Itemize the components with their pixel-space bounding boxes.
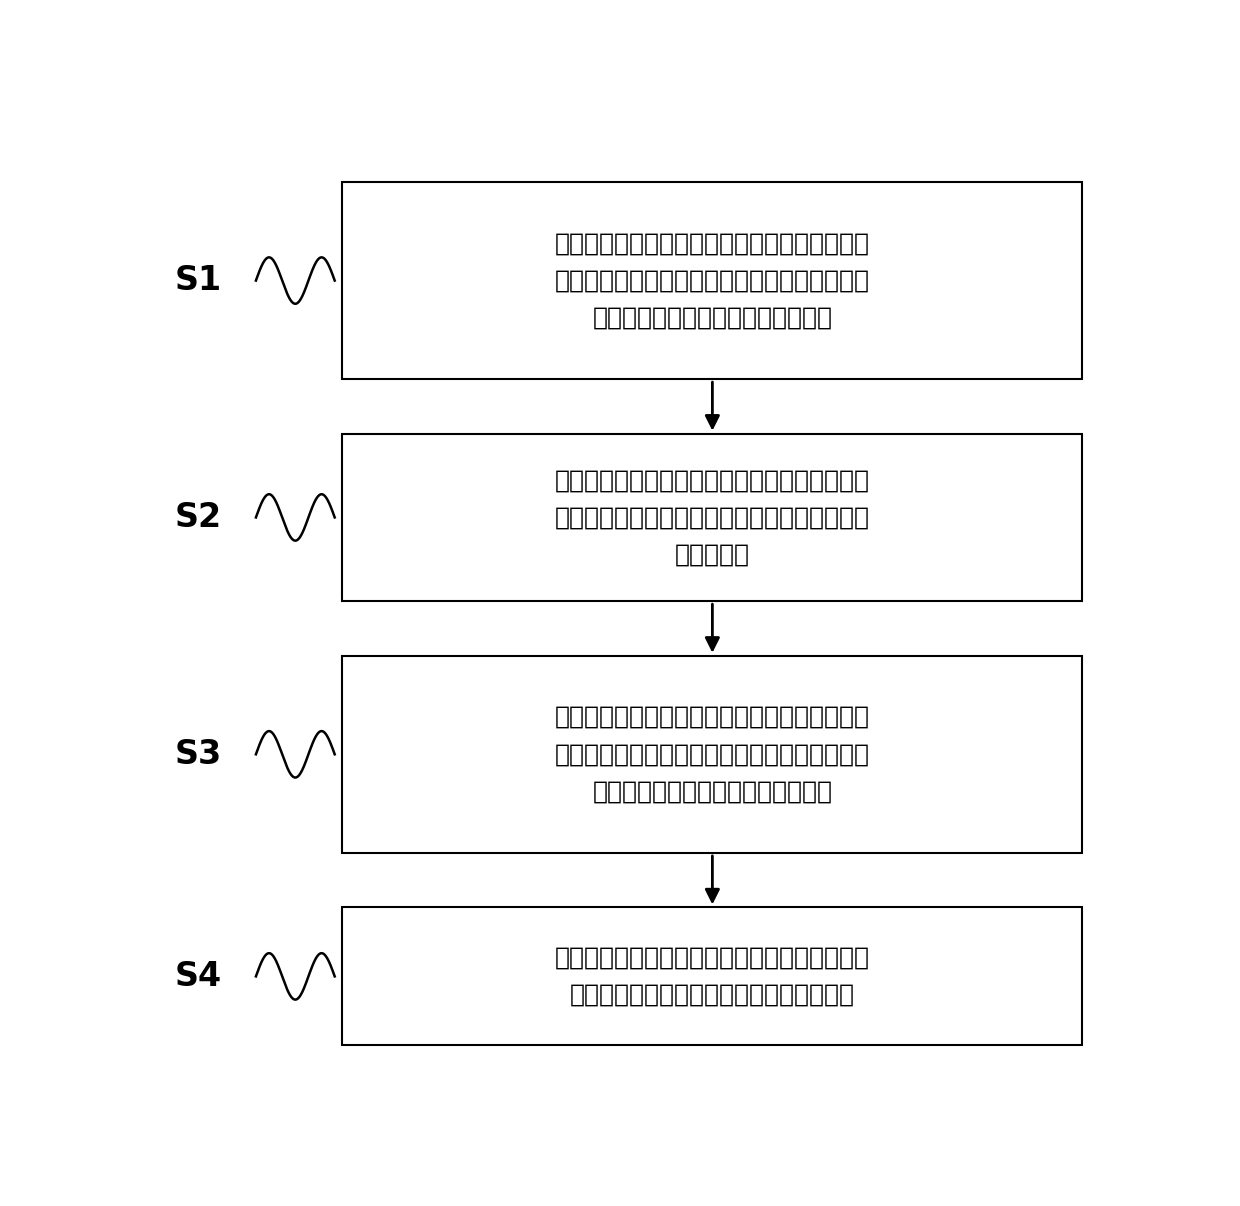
Text: 在已开挖且已完成衬砌的隧道地表中心线位置，
沿纵轴线方向布置一组地震检波器，并采用激发
震源逐一进行地震波数据采集与记录: 在已开挖且已完成衬砌的隧道地表中心线位置， 沿纵轴线方向布置一组地震检波器，并采… (554, 232, 870, 330)
Text: S1: S1 (175, 264, 222, 297)
Text: 通过对获取的地层地震纵波速度剖面进行分析，
达到对隧道上覆地层空洞及不密实区的探测: 通过对获取的地层地震纵波速度剖面进行分析， 达到对隧道上覆地层空洞及不密实区的探… (554, 946, 870, 1007)
Bar (342, 907, 1083, 1046)
Text: 结合隧道衬砌埋深及已有地质资料，设定初始反
演速度模型，对拾取的反射纵波走时进行反演层
析成像，获取地层地震纵波速度剖面: 结合隧道衬砌埋深及已有地质资料，设定初始反 演速度模型，对拾取的反射纵波走时进行… (554, 706, 870, 803)
Text: S4: S4 (175, 960, 222, 993)
Text: 对记录的地震波数据通过有效信号提取和反射纵
波初至时间拾取，从而进行整理，以获取反射纵
波走时数据: 对记录的地震波数据通过有效信号提取和反射纵 波初至时间拾取，从而进行整理，以获取… (554, 468, 870, 567)
Bar (342, 182, 1083, 379)
Text: S2: S2 (175, 500, 222, 534)
Bar (342, 656, 1083, 853)
Bar (342, 433, 1083, 602)
Text: S3: S3 (175, 738, 222, 771)
